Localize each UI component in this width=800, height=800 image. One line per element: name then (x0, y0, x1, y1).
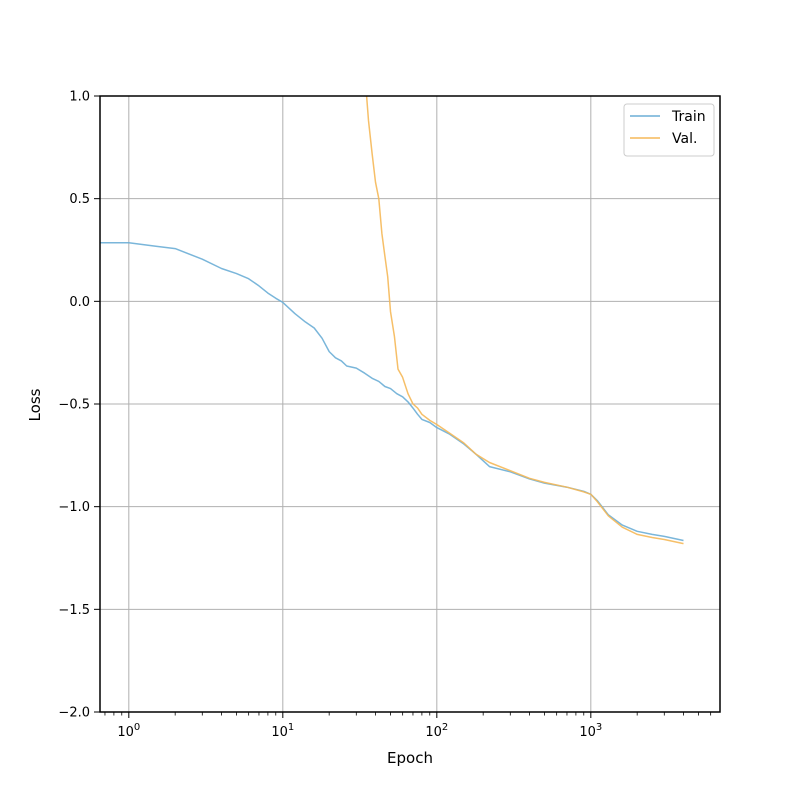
series-lines (100, 95, 684, 545)
y-tick-label: 1.0 (69, 90, 90, 105)
y-axis-label: Loss (26, 388, 44, 421)
axis-labels: Epoch Loss (26, 388, 433, 767)
legend-box (623, 103, 715, 157)
y-tick-label: −1.5 (58, 603, 90, 618)
legend-label-val: Val. (672, 131, 697, 147)
y-tick-label: −1.0 (58, 500, 90, 515)
series-line-val (365, 95, 684, 545)
y-tick-label: −0.5 (58, 398, 90, 413)
x-axis-label: Epoch (387, 749, 433, 767)
legend: Train Val. (623, 103, 715, 157)
series-line-train (100, 242, 684, 542)
axis-ticks: 1.0 0.5 0.0 −0.5 −1.0 −1.5 −2.0 100 101 102 103 (58, 90, 712, 740)
x-tick-label: 102 (425, 722, 448, 740)
y-tick-label: 0.5 (69, 192, 90, 207)
x-tick-label: 101 (271, 722, 294, 740)
x-tick-label: 103 (579, 722, 602, 740)
legend-label-train: Train (671, 109, 706, 125)
y-tick-label: 0.0 (69, 295, 90, 310)
x-tick-label: 100 (117, 722, 140, 740)
y-tick-label: −2.0 (58, 706, 90, 721)
